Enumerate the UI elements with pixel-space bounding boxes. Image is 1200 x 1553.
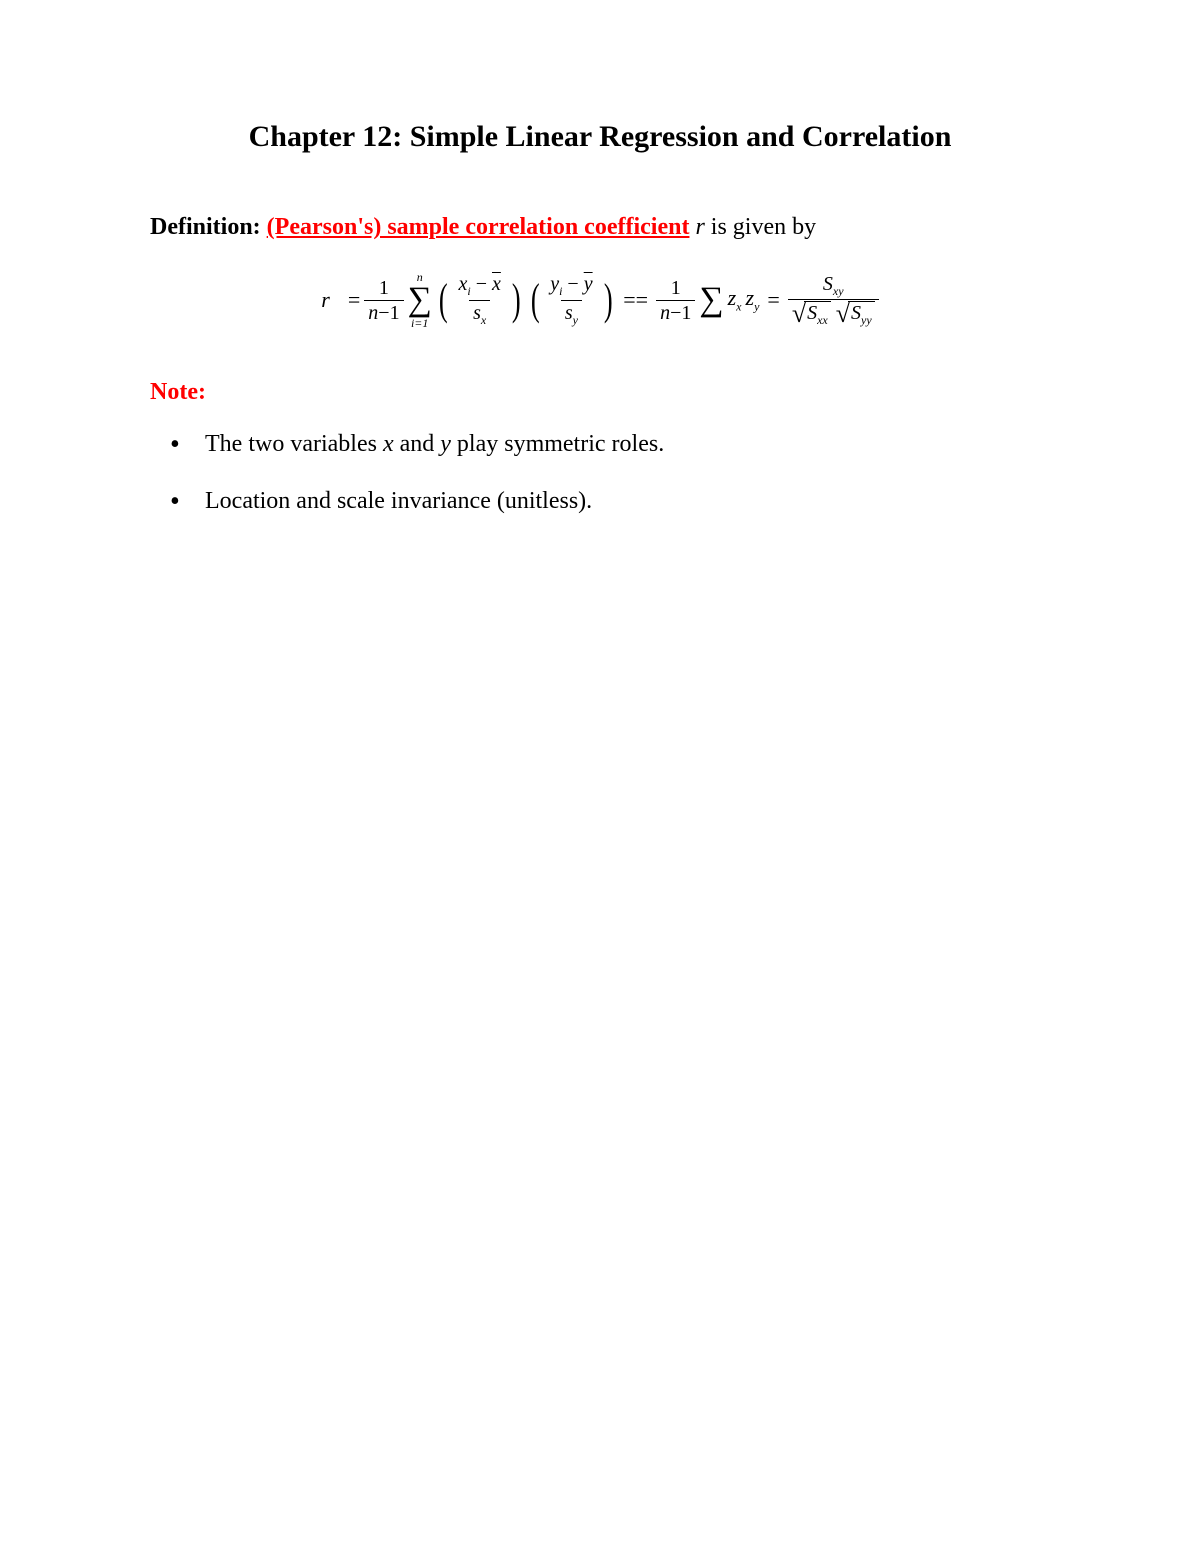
lparen-2: ( (530, 278, 539, 322)
frac-sxy: Sxy √ Sxx √ Syy (788, 273, 879, 327)
definition-term: (Pearson's) sample correlation coefficie… (267, 214, 690, 240)
equals-1: = (348, 287, 360, 313)
equals-2: == (619, 287, 652, 313)
rparen-1: ) (512, 278, 521, 322)
lparen-1: ( (439, 278, 448, 322)
definition-tail: is given by (711, 214, 816, 240)
equals-3: = (763, 287, 783, 313)
correlation-formula: r = 1 n−1 n ∑ i=1 ( xi − x (150, 271, 1050, 329)
definition-label: Definition: (150, 214, 261, 240)
list-item: Location and scale invariance (unitless)… (170, 488, 1050, 515)
frac-one-over-n-minus-1: 1 n−1 (364, 277, 403, 324)
chapter-title: Chapter 12: Simple Linear Regression and… (150, 120, 1050, 154)
frac-x-term: xi − x sx (454, 273, 504, 326)
summation-1: n ∑ i=1 (408, 271, 432, 329)
zy: zy (746, 285, 760, 314)
definition-variable: r (695, 214, 704, 240)
note-label: Note: (150, 379, 1050, 406)
definition-line: Definition: (Pearson's) sample correlati… (150, 214, 1050, 241)
list-item: The two variables x and y play symmetric… (170, 431, 1050, 458)
zx: zx (728, 285, 742, 314)
formula-lhs: r (321, 287, 330, 313)
frac-y-term: yi − y sy (546, 273, 596, 326)
sqrt-syy: √ Syy (836, 301, 875, 327)
summation-2: ∑ (699, 271, 723, 329)
page: Chapter 12: Simple Linear Regression and… (0, 0, 1200, 515)
rparen-2: ) (604, 278, 613, 322)
notes-list: The two variables x and y play symmetric… (170, 431, 1050, 515)
frac-one-over-n-minus-1-b: 1 n−1 (656, 277, 695, 324)
sqrt-sxx: √ Sxx (792, 301, 831, 327)
